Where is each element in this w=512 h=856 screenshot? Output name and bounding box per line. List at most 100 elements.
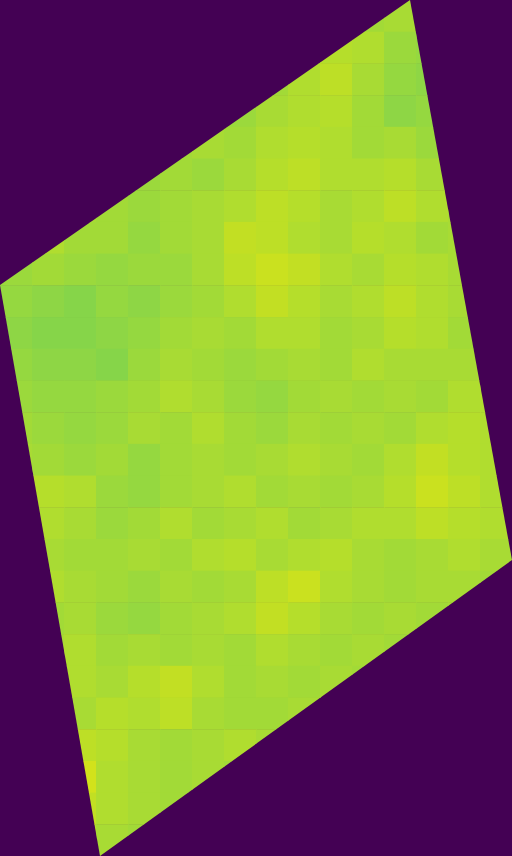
raster-cell xyxy=(128,476,161,508)
raster-cell xyxy=(288,95,321,127)
raster-cell xyxy=(256,412,289,444)
raster-cell xyxy=(192,380,225,412)
raster-cell xyxy=(32,380,65,412)
raster-cell xyxy=(64,285,97,317)
raster-cell xyxy=(352,95,385,127)
raster-cell xyxy=(128,697,161,729)
raster-cell xyxy=(96,793,129,825)
raster-cell xyxy=(32,317,65,349)
raster-cell xyxy=(448,285,481,317)
raster-cell xyxy=(416,539,449,571)
raster-cell xyxy=(288,602,321,634)
raster-cell xyxy=(32,539,65,571)
raster-cell xyxy=(256,507,289,539)
raster-cell xyxy=(160,729,193,761)
raster-cell xyxy=(32,412,65,444)
raster-cell xyxy=(352,32,385,64)
raster-cell xyxy=(384,317,417,349)
raster-cell xyxy=(192,476,225,508)
raster-cell xyxy=(384,380,417,412)
raster-cell xyxy=(320,571,353,603)
raster-cell xyxy=(320,634,353,666)
raster-cell xyxy=(384,349,417,381)
raster-cell xyxy=(32,222,65,254)
raster-cell xyxy=(256,127,289,159)
raster-cell xyxy=(416,32,449,64)
raster-cell xyxy=(448,539,481,571)
raster-cell xyxy=(288,697,321,729)
raster-cells xyxy=(0,0,512,856)
raster-cell xyxy=(384,190,417,222)
raster-cell xyxy=(224,507,257,539)
raster-cell xyxy=(320,317,353,349)
raster-cell xyxy=(416,63,449,95)
raster-cell xyxy=(64,380,97,412)
raster-cell xyxy=(448,222,481,254)
raster-cell xyxy=(224,761,257,793)
raster-cell xyxy=(64,697,97,729)
raster-cell xyxy=(448,412,481,444)
raster-cell xyxy=(0,349,33,381)
raster-cell xyxy=(224,412,257,444)
raster-cell xyxy=(288,571,321,603)
raster-cell xyxy=(416,507,449,539)
raster-cell xyxy=(128,412,161,444)
raster-cell xyxy=(224,571,257,603)
raster-cell xyxy=(32,349,65,381)
raster-cell xyxy=(352,412,385,444)
raster-cell xyxy=(320,127,353,159)
raster-cell xyxy=(128,793,161,825)
raster-cell xyxy=(288,507,321,539)
raster-cell xyxy=(352,507,385,539)
raster-cell xyxy=(96,634,129,666)
raster-cell xyxy=(64,444,97,476)
raster-cell xyxy=(160,634,193,666)
raster-cell xyxy=(384,285,417,317)
raster-cell xyxy=(64,824,97,856)
raster-cell xyxy=(288,476,321,508)
raster-cell xyxy=(160,349,193,381)
raster-cell xyxy=(128,824,161,856)
raster-cell xyxy=(128,285,161,317)
raster-cell xyxy=(64,507,97,539)
raster-cell xyxy=(288,127,321,159)
raster-cell xyxy=(224,95,257,127)
raster-cell xyxy=(384,412,417,444)
raster-cell xyxy=(256,63,289,95)
raster-cell xyxy=(352,634,385,666)
raster-cell xyxy=(448,602,481,634)
raster-cell xyxy=(352,539,385,571)
raster-cell xyxy=(160,127,193,159)
raster-cell xyxy=(384,254,417,286)
raster-cell xyxy=(288,349,321,381)
raster-cell xyxy=(384,222,417,254)
raster-cell xyxy=(320,285,353,317)
raster-cell xyxy=(288,63,321,95)
raster-cell xyxy=(384,95,417,127)
raster-cell xyxy=(224,127,257,159)
raster-cell xyxy=(352,285,385,317)
raster-cell xyxy=(320,380,353,412)
raster-cell xyxy=(288,666,321,698)
raster-cell xyxy=(448,476,481,508)
raster-cell xyxy=(160,317,193,349)
raster-cell xyxy=(256,729,289,761)
raster-cell xyxy=(256,634,289,666)
map-canvas xyxy=(0,0,512,856)
raster-cell xyxy=(480,571,512,603)
raster-cell xyxy=(416,190,449,222)
raster-cell xyxy=(224,254,257,286)
raster-cell xyxy=(384,507,417,539)
raster-cell xyxy=(224,476,257,508)
nodata-background xyxy=(0,0,512,856)
raster-cell xyxy=(288,539,321,571)
raster-cell xyxy=(192,285,225,317)
raster-cell xyxy=(352,127,385,159)
raster-cell xyxy=(256,571,289,603)
raster-cell xyxy=(320,444,353,476)
raster-cell xyxy=(160,793,193,825)
raster-cell xyxy=(96,571,129,603)
raster-cell xyxy=(224,349,257,381)
raster-cell xyxy=(160,159,193,191)
raster-cell xyxy=(416,602,449,634)
